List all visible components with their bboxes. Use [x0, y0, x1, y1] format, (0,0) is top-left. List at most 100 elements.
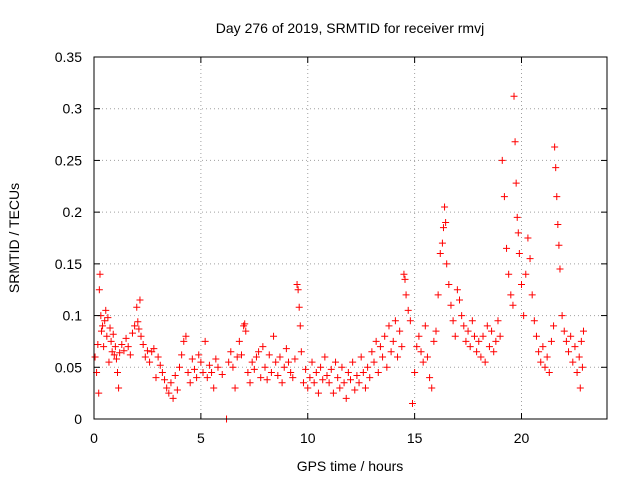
- data-point: [95, 286, 103, 294]
- data-point: [225, 358, 233, 366]
- data-point: [402, 291, 410, 299]
- chart-title: Day 276 of 2019, SRMTID for receiver rmv…: [216, 20, 484, 36]
- data-point: [488, 327, 496, 335]
- data-point: [385, 322, 393, 330]
- data-point: [118, 341, 126, 349]
- y-tick-label: 0.3: [63, 101, 83, 117]
- data-point: [537, 358, 545, 366]
- data-point: [289, 374, 297, 382]
- data-point: [214, 363, 222, 371]
- data-point: [490, 348, 498, 356]
- data-point: [507, 291, 515, 299]
- data-point: [329, 389, 337, 397]
- data-point: [370, 358, 378, 366]
- data-point: [391, 317, 399, 325]
- data-point: [551, 143, 559, 151]
- data-point: [184, 368, 192, 376]
- data-point: [186, 379, 194, 387]
- data-point: [359, 368, 367, 376]
- data-point: [272, 358, 280, 366]
- data-point: [372, 337, 380, 345]
- data-point: [573, 368, 581, 376]
- data-point: [485, 343, 493, 351]
- data-point: [505, 270, 513, 278]
- data-point: [436, 250, 444, 258]
- data-point: [135, 325, 143, 333]
- data-point: [453, 286, 461, 294]
- axis-ticks: 0 0.05 0.1 0.15 0.2 0.25 0.3 0.35 0 5 10 15 20: [55, 49, 607, 446]
- data-point: [143, 347, 151, 355]
- data-point: [394, 353, 402, 361]
- data-point: [553, 193, 561, 201]
- data-point: [522, 270, 530, 278]
- data-point: [278, 379, 286, 387]
- data-point: [479, 332, 487, 340]
- data-point: [555, 241, 563, 249]
- x-tick-label: 0: [90, 430, 98, 446]
- data-point: [558, 312, 566, 320]
- data-point: [351, 386, 359, 394]
- data-point: [483, 322, 491, 330]
- y-tick-label: 0.15: [55, 256, 82, 272]
- data-point: [136, 296, 144, 304]
- data-point: [475, 337, 483, 345]
- data-point: [411, 368, 419, 376]
- data-point: [569, 358, 577, 366]
- data-point: [366, 374, 374, 382]
- data-point: [201, 337, 209, 345]
- data-point: [408, 399, 416, 407]
- data-point: [442, 218, 450, 226]
- data-point: [383, 363, 391, 371]
- data-point: [274, 372, 282, 380]
- data-point: [513, 213, 521, 221]
- data-point: [169, 394, 177, 402]
- data-point: [334, 374, 342, 382]
- data-point: [492, 337, 500, 345]
- x-tick-label: 5: [197, 430, 205, 446]
- data-point: [575, 353, 583, 361]
- data-point: [257, 374, 265, 382]
- data-point: [212, 355, 220, 363]
- data-point: [146, 358, 154, 366]
- data-point: [579, 327, 587, 335]
- data-point: [203, 374, 211, 382]
- data-point: [102, 306, 110, 314]
- data-point: [464, 327, 472, 335]
- data-point: [503, 244, 511, 252]
- data-point: [368, 348, 376, 356]
- y-tick-label: 0.1: [63, 308, 83, 324]
- data-point: [120, 347, 128, 355]
- data-point: [116, 349, 124, 357]
- data-point: [107, 337, 115, 345]
- data-point: [456, 296, 464, 304]
- data-point: [460, 322, 468, 330]
- data-point: [310, 379, 318, 387]
- data-point: [379, 353, 387, 361]
- data-point: [295, 303, 303, 311]
- data-point: [114, 368, 122, 376]
- data-point: [500, 193, 508, 201]
- data-point: [515, 250, 523, 258]
- data-point: [477, 353, 485, 361]
- data-point: [134, 318, 142, 326]
- data-point: [550, 322, 558, 330]
- data-point: [401, 275, 409, 283]
- data-point: [509, 301, 517, 309]
- data-point: [255, 348, 263, 356]
- data-point: [353, 372, 361, 380]
- data-point: [111, 343, 119, 351]
- data-point: [190, 365, 198, 373]
- data-point: [267, 368, 275, 376]
- data-point: [106, 324, 114, 332]
- data-point: [524, 234, 532, 242]
- data-point: [165, 389, 173, 397]
- data-point: [171, 372, 179, 380]
- data-point: [466, 343, 474, 351]
- data-point: [426, 374, 434, 382]
- data-point: [520, 312, 528, 320]
- data-point: [205, 361, 213, 369]
- data-point: [319, 376, 327, 384]
- data-point: [244, 368, 252, 376]
